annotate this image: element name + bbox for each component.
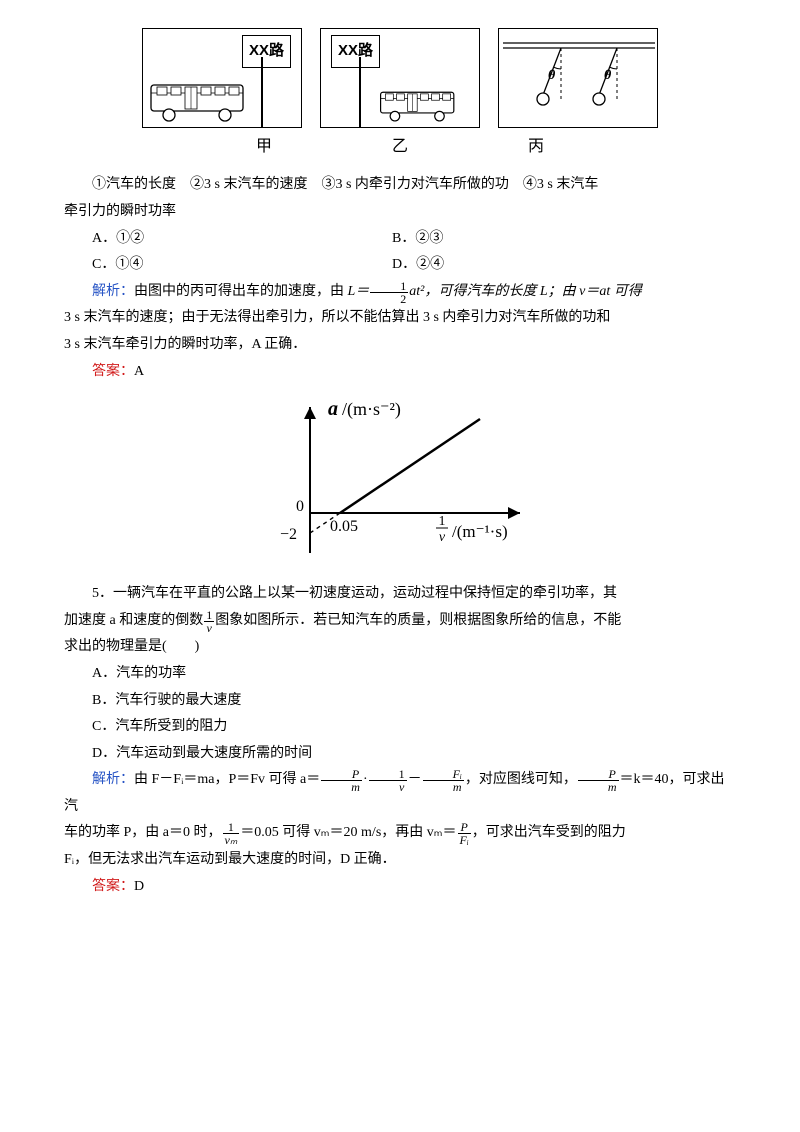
q5-option-a: A．汽车的功率 (92, 661, 736, 688)
q4-option-d: D．②④ (392, 252, 444, 279)
q4-options-row2: C．①④ D．②④ (92, 252, 736, 279)
q5-ana-seg2: ，对应图线可知， (465, 772, 577, 787)
q5-stem1: 一辆汽车在平直的公路上以某一初速度运动，运动过程中保持恒定的牵引功率，其 (113, 586, 617, 601)
q4-answer: 答案：A (92, 359, 736, 386)
q5-stem-frac: 1v (204, 609, 214, 634)
frac-num: 1 (204, 609, 214, 622)
frac-den: vₘ (223, 834, 240, 846)
pendulum-icon: θ θ (499, 29, 659, 129)
graph-ylabel: a (328, 398, 338, 420)
graph-xlabel-unit: /(m⁻¹·s) (452, 522, 508, 541)
q4-ana-frac: 12 (370, 280, 408, 305)
panel-jia: XX路 (142, 28, 302, 128)
frac-den: m (423, 781, 464, 793)
q5-stem-line1: 5．一辆汽车在平直的公路上以某一初速度运动，运动过程中保持恒定的牵引功率，其 (64, 581, 736, 608)
q5-stem2b: 图象如图所示．若已知汽车的质量，则根据图象所给的信息，不能 (215, 613, 621, 628)
q4-analysis: 解析：由图中的丙可得出车的加速度，由 L＝12at²，可得汽车的长度 L；由 v… (64, 279, 736, 306)
q4-analysis-line2: 3 s 末汽车的速度；由于无法得出牵引力，所以不能估算出 3 s 内牵引力对汽车… (64, 305, 736, 332)
q5-frac-Pm-2: Pm (578, 768, 619, 793)
q4-answer-value: A (134, 364, 144, 379)
frac-den: m (321, 781, 362, 793)
caption-yi: 乙 (392, 132, 408, 162)
q4-ana-L: L＝ (348, 284, 370, 299)
q4-stem-line1: ①汽车的长度 ②3 s 末汽车的速度 ③3 s 内牵引力对汽车所做的功 ④3 s… (64, 172, 736, 199)
frac-den: v (204, 622, 214, 634)
frac-num: 1 (370, 280, 408, 293)
q5-option-d: D．汽车运动到最大速度所需的时间 (92, 741, 736, 768)
graph-wrap: a /(m·s⁻²) 0 0.05 −2 1 v /(m⁻¹·s) (64, 393, 736, 573)
q4-analysis-line3: 3 s 末汽车牵引力的瞬时功率，A 正确． (64, 332, 736, 359)
q5-ana-dot: · (363, 772, 368, 787)
q5-stem-line2: 加速度 a 和速度的倒数1v图象如图所示．若已知汽车的质量，则根据图象所给的信息… (64, 608, 736, 635)
graph-yneg: −2 (280, 526, 297, 543)
q5-stem-line3: 求出的物理量是( ) (64, 634, 736, 661)
q5-answer: 答案：D (92, 874, 736, 901)
graph-xtick: 0.05 (330, 518, 358, 535)
panel-yi-sign: XX路 (331, 35, 380, 68)
q5-option-b: B．汽车行驶的最大速度 (92, 688, 736, 715)
graph-origin: 0 (296, 498, 304, 515)
graph-ylabel-unit: /(m·s⁻²) (342, 399, 401, 420)
q5-ana-minus: － (408, 772, 422, 787)
q4-ana-after1: at²，可得汽车的长度 L；由 v＝at 可得 (409, 284, 641, 299)
panel-jia-sign-pole (261, 57, 263, 127)
q5-frac-PFf: PFᵢ (458, 821, 471, 846)
q5-ana-l2a: 车的功率 P，由 a＝0 时， (64, 825, 222, 840)
q5-frac-Ffm: Fᵢm (423, 768, 464, 793)
graph-xfrac-den: v (439, 530, 446, 545)
q5-ana-seg1: 由 F－Fᵢ＝ma，P＝Fv 可得 a＝ (134, 772, 320, 787)
a-vs-1overv-graph: a /(m·s⁻²) 0 0.05 −2 1 v /(m⁻¹·s) (250, 393, 550, 573)
svg-text:θ: θ (548, 68, 556, 83)
q5-stem2a: 加速度 a 和速度的倒数 (64, 613, 203, 628)
answer-label: 答案： (92, 879, 134, 894)
bus-jia-icon (149, 79, 247, 123)
panel-yi-sign-pole (359, 57, 361, 127)
page-root: XX路 XX路 (0, 0, 800, 1132)
caption-bing: 丙 (528, 132, 544, 162)
frac-den: 2 (370, 293, 408, 305)
q4-option-c: C．①④ (92, 252, 392, 279)
svg-text:θ: θ (604, 68, 612, 83)
q5-analysis: 解析：由 F－Fᵢ＝ma，P＝Fv 可得 a＝Pm·1v－Fᵢm，对应图线可知，… (64, 767, 736, 820)
bus-yi-icon (379, 87, 457, 123)
analysis-label: 解析： (92, 772, 134, 787)
q5-number: 5． (92, 586, 113, 601)
q5-option-c: C．汽车所受到的阻力 (92, 714, 736, 741)
panel-bing: θ θ (498, 28, 658, 128)
q4-ana-before: 由图中的丙可得出车的加速度，由 (134, 284, 344, 299)
q4-option-b: B．②③ (392, 226, 443, 253)
graph-xfrac-num: 1 (439, 514, 446, 529)
q4-option-a: A．①② (92, 226, 392, 253)
answer-label: 答案： (92, 364, 134, 379)
figure1-captions: 甲 乙 丙 (64, 132, 736, 162)
figure1-row: XX路 XX路 (64, 28, 736, 128)
analysis-label: 解析： (92, 284, 134, 299)
q4-options-row1: A．①② B．②③ (92, 226, 736, 253)
q5-frac-1vm: 1vₘ (223, 821, 240, 846)
frac-den: Fᵢ (458, 834, 471, 846)
caption-jia: 甲 (256, 132, 272, 162)
q4-stem-line2: 牵引力的瞬时功率 (64, 199, 736, 226)
frac-den: m (578, 781, 619, 793)
frac-den: v (369, 781, 407, 793)
panel-jia-sign: XX路 (242, 35, 291, 68)
q5-frac-1v: 1v (369, 768, 407, 793)
panel-yi: XX路 (320, 28, 480, 128)
q5-ana-l2b: ＝0.05 可得 vₘ＝20 m/s，再由 vₘ＝ (240, 825, 456, 840)
q5-analysis-line3: Fᵢ，但无法求出汽车运动到最大速度的时间，D 正确． (64, 847, 736, 874)
q5-analysis-line2: 车的功率 P，由 a＝0 时，1vₘ＝0.05 可得 vₘ＝20 m/s，再由 … (64, 820, 736, 847)
q5-ana-l2c: ，可求出汽车受到的阻力 (472, 825, 626, 840)
q5-frac-Pm: Pm (321, 768, 362, 793)
q5-answer-value: D (134, 879, 144, 894)
